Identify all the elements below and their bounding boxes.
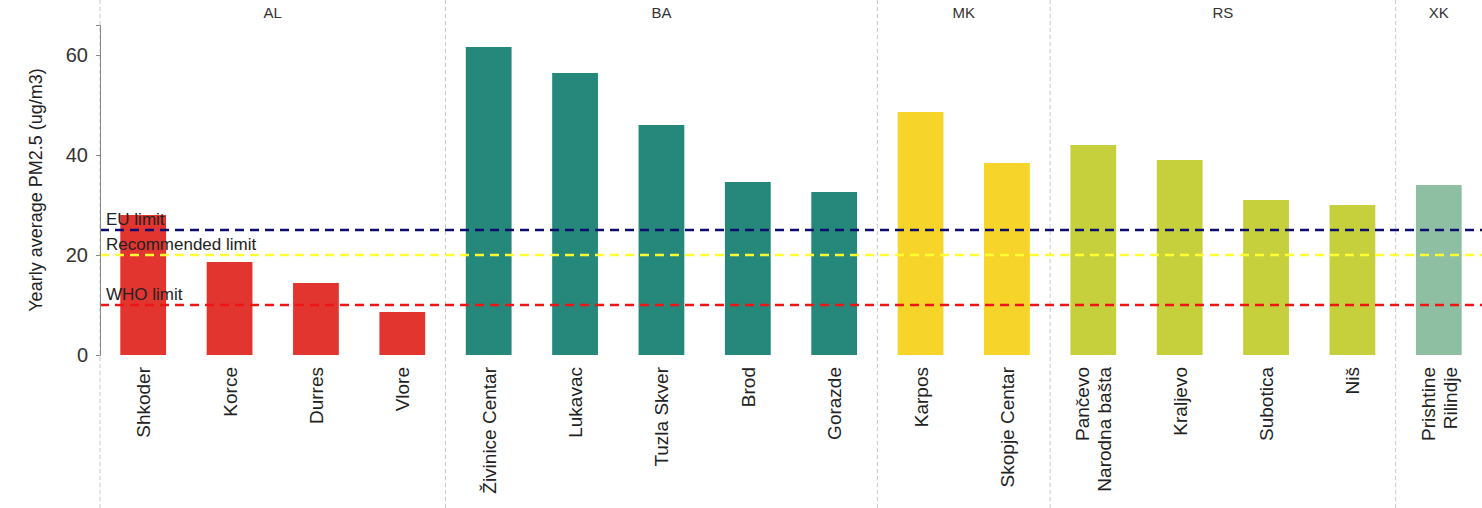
x-tick-label: Lukavac	[565, 367, 586, 438]
bar	[1157, 160, 1203, 355]
x-tick-label-line: Pančevo	[1072, 367, 1093, 441]
x-tick-label: Skopje Centar	[997, 366, 1018, 487]
y-tick-mark	[96, 55, 100, 56]
x-tick-label-line: Skopje Centar	[997, 366, 1018, 487]
reference-label: Recommended limit	[106, 235, 256, 254]
x-tick-label: Gorazde	[824, 367, 845, 440]
x-tick-label: PančevoNarodna bašta	[1072, 367, 1115, 492]
y-tick: 20	[66, 244, 100, 266]
x-tick-label: Vlore	[392, 367, 413, 411]
y-tick: 40	[66, 144, 100, 166]
y-tick-mark	[96, 155, 100, 156]
x-tick-label: Živinice Centar	[479, 366, 500, 493]
bar	[725, 182, 771, 355]
panel-labels: AL BA MK RS XK	[264, 4, 1449, 21]
x-tick-label: Niš	[1342, 367, 1363, 394]
x-tick-label-line: Lukavac	[565, 367, 586, 438]
bar	[1330, 205, 1376, 355]
x-tick-label-line: Prishtine	[1418, 367, 1439, 441]
panel-label: MK	[953, 4, 976, 21]
bars	[120, 47, 1461, 355]
x-tick-label-line: Vlore	[392, 367, 413, 411]
y-tick-mark	[96, 255, 100, 256]
y-axis: 0 20 40 60	[66, 26, 101, 366]
y-tick: 60	[66, 44, 100, 66]
bar	[466, 47, 512, 355]
y-tick: 0	[77, 344, 100, 366]
bar	[552, 73, 598, 355]
x-tick-label-line: Živinice Centar	[479, 366, 500, 493]
x-tick-label: Karpos	[911, 367, 932, 427]
bar	[1243, 200, 1289, 355]
x-tick-label: Brod	[738, 367, 759, 407]
x-tick-label: Korce	[220, 367, 241, 417]
panel-label: RS	[1212, 4, 1233, 21]
bar	[1070, 145, 1116, 355]
bar	[898, 112, 944, 355]
x-tick-label-line: Rilindje	[1440, 367, 1461, 429]
reference-line	[100, 304, 1482, 307]
y-tick-label: 60	[66, 44, 88, 66]
x-tick-label-line: Karpos	[911, 367, 932, 427]
chart: AL BA MK RS XK EU limit Recommended limit WHO l…	[0, 0, 1482, 508]
x-tick-label-line: Kraljevo	[1170, 367, 1191, 436]
y-tick-label: 0	[77, 344, 88, 366]
reference-lines	[100, 230, 1482, 305]
reference-line	[100, 254, 1482, 257]
bar	[639, 125, 685, 355]
x-axis: Shkoder Korce Durres Vlore Živinice Centar Lu…	[133, 366, 1461, 493]
x-tick-label: Kraljevo	[1170, 367, 1191, 436]
x-tick-label: PrishtineRilindje	[1418, 367, 1461, 441]
x-tick-label-line: Narodna bašta	[1094, 367, 1115, 492]
panel-label: AL	[264, 4, 282, 21]
reference-line	[100, 229, 1482, 232]
bar	[207, 262, 253, 355]
panel-label: BA	[651, 4, 671, 21]
x-tick-label-line: Durres	[306, 367, 327, 424]
panel-divider	[877, 0, 878, 508]
y-tick-label: 20	[66, 244, 88, 266]
reference-label: WHO limit	[106, 285, 183, 304]
reference-labels: EU limit Recommended limit WHO limit	[106, 210, 256, 304]
x-tick-label-line: Gorazde	[824, 367, 845, 440]
bar	[1416, 185, 1462, 355]
bar	[811, 192, 857, 355]
y-axis-line	[96, 26, 101, 356]
x-tick-label-line: Subotica	[1256, 367, 1277, 441]
bar	[293, 283, 339, 355]
x-tick-label: Subotica	[1256, 367, 1277, 441]
x-tick-label: Shkoder	[133, 366, 154, 437]
bar	[984, 163, 1030, 355]
bar	[379, 312, 425, 355]
y-tick-mark	[96, 355, 100, 356]
x-tick-label-line: Niš	[1342, 367, 1363, 394]
y-tick-label: 40	[66, 144, 88, 166]
x-tick-label: Tuzla Skver	[651, 366, 672, 466]
x-tick-label-line: Tuzla Skver	[651, 366, 672, 466]
x-tick-label-line: Brod	[738, 367, 759, 407]
x-tick-label-line: Shkoder	[133, 366, 154, 437]
reference-label: EU limit	[106, 210, 165, 229]
x-tick-label: Durres	[306, 367, 327, 424]
panel-label: XK	[1429, 4, 1449, 21]
x-tick-label-line: Korce	[220, 367, 241, 417]
y-axis-title: Yearly average PM2.5 (ug/m3)	[26, 68, 46, 311]
